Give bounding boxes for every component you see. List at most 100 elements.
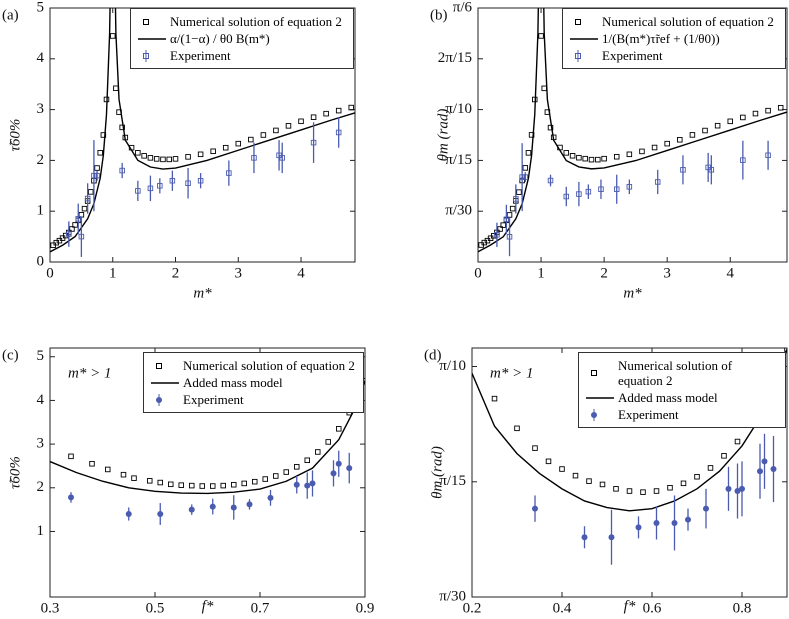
data-point [586,478,592,484]
legend-label: Experiment [602,48,663,63]
data-point [120,471,127,478]
annotation: m* > 1 [490,365,533,381]
data-point [246,501,253,508]
legend: Numerical solution of equation 2 Added ma… [143,352,364,413]
data-point [147,185,154,192]
data-point [784,348,787,352]
plot-frame [49,347,366,598]
data-point [613,186,620,192]
data-point [315,449,321,455]
y-tick-label: π/30 [445,203,472,219]
y-axis-label: τ̃60% [7,119,23,152]
legend-marker [143,52,149,59]
data-point [516,189,522,195]
legend-entry: α/(1−α) / θ0 B(m*) [136,31,348,46]
data-point [547,177,554,184]
data-point [740,114,746,121]
data-point [757,468,763,475]
data-point [310,139,317,146]
legend-marker [591,411,597,418]
legend-label: α/(1−α) / θ0 B(m*) [170,31,270,46]
data-point [335,129,342,136]
data-point [765,107,771,114]
data-point [599,481,606,488]
data-point [84,195,91,202]
data-point [104,466,111,473]
data-point [752,110,759,117]
legend: Numerical solution of equation 2 Added ma… [578,352,786,428]
data-point [581,534,588,541]
y-tick-label: 0 [37,253,45,269]
y-tick-label: 2 [37,479,45,495]
data-point [595,156,601,163]
legend-icon [570,37,598,40]
data-point [559,466,565,472]
data-point [325,439,332,445]
y-tick-label: 5 [37,348,45,364]
data-point [220,482,226,489]
y-tick-label: 1 [37,523,45,539]
data-point [78,233,85,240]
data-point [519,174,525,180]
data-point [703,505,709,512]
data-point [714,122,721,129]
data-point [304,457,311,464]
data-point [734,438,741,445]
legend-entry: Experiment [149,392,358,407]
data-point [172,156,179,162]
legend-icon [143,18,149,25]
legend-label: Experiment [183,392,244,407]
data-point [298,118,304,125]
legend-label: Numerical solution of equation 2 [618,358,733,388]
data-point [532,445,538,451]
legend-entry: Numerical solution of equation 2 [136,14,348,29]
data-point [601,155,607,162]
data-point [75,216,81,222]
legend-entry: Added mass model [149,375,358,390]
legend-entry: Numerical solution of equation 2 [568,14,780,29]
data-point [241,480,247,487]
data-point [545,458,552,465]
legend-entry: Added mass model [584,390,780,405]
data-point [653,519,660,526]
data-point [178,482,184,488]
legend-icon [151,381,179,384]
data-point [522,174,529,180]
data-point [199,483,205,489]
data-point [230,481,237,488]
data-point [210,148,216,155]
legend-marker [143,18,149,25]
legend-icon [156,393,162,406]
data-point [267,494,274,501]
data-point [169,177,176,184]
data-point [626,184,633,190]
data-point [725,485,732,492]
x-tick-label: 0.7 [251,600,270,616]
data-point [739,485,745,492]
x-tick-label: 0.3 [41,600,60,616]
y-tick-label: 2π/15 [438,50,472,66]
data-point [100,132,107,138]
x-tick-label: 0.9 [356,600,375,616]
data-layer [472,348,787,565]
y-axis-label: θm (rad) [429,446,445,499]
data-point [167,481,174,488]
data-point [66,231,72,237]
data-point [260,132,267,138]
data-point [110,33,116,39]
data-point [230,504,237,511]
data-point [522,165,529,171]
model-line [50,380,365,495]
data-point [680,480,687,487]
data-point [765,152,771,159]
data-point [491,233,497,239]
data-point [640,489,646,495]
legend-label: Added mass model [618,390,718,405]
data-point [119,124,125,131]
legend-label: Numerical solution of equation 2 [170,14,342,29]
data-point [88,189,94,195]
legend-icon [156,362,162,369]
legend-icon [586,396,614,399]
data-point [310,114,317,120]
